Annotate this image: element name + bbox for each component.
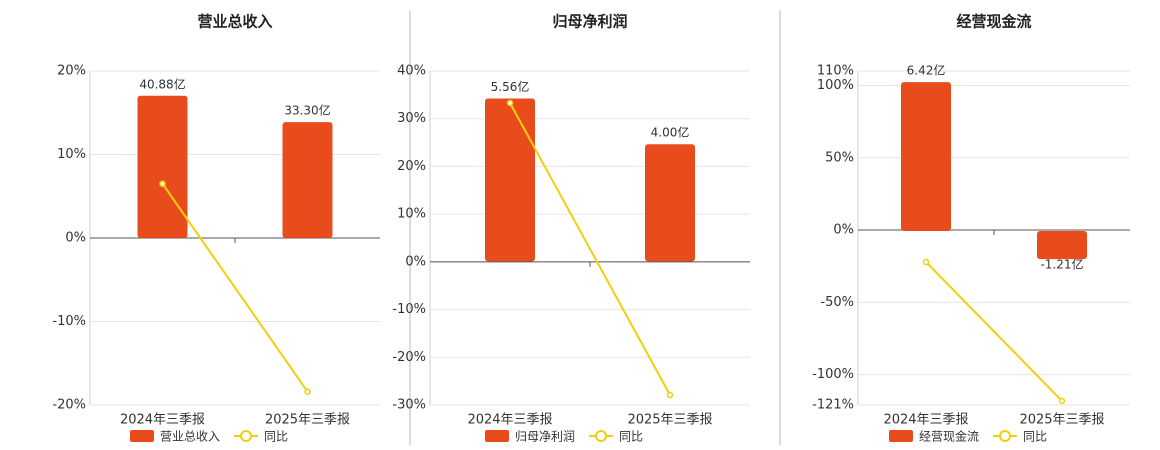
value-label: 6.42亿 (907, 63, 946, 78)
line-point (1058, 397, 1066, 405)
y-tick-label: 110% (817, 64, 854, 79)
legend-label: 归母净利润 (515, 430, 575, 444)
y-tick-label: 30% (397, 111, 426, 126)
line (509, 102, 671, 396)
chart-panel: 经营现金流 110%100% 50% 0% -50% -100% -121% 2024年三季报… (812, 13, 1130, 444)
y-tick-label: 20% (57, 64, 86, 79)
value-label: 4.00亿 (651, 125, 690, 140)
y-tick-label: 10% (397, 207, 426, 222)
x-tick-label: 2024年三季报 (120, 413, 205, 428)
x-tick-label: 2025年三季报 (265, 413, 350, 428)
legend-label: 同比 (619, 430, 643, 444)
chart-panel: 归母净利润 40% 30% 20% 10% 0% -10% -20% -30% 2024年三季报 2… (392, 13, 750, 444)
bar (1037, 231, 1087, 260)
legend-swatch (889, 430, 913, 442)
y-tick-label: 0% (405, 254, 426, 269)
y-tick-label: 0% (833, 223, 854, 238)
legend-swatch (130, 430, 154, 442)
line-point (159, 180, 166, 187)
value-label: 5.56亿 (491, 79, 530, 94)
bar (645, 144, 695, 262)
x-tick-label: 2025年三季报 (1019, 413, 1104, 428)
line-point (506, 99, 514, 107)
y-tick-label: -10% (392, 302, 426, 317)
y-tick-label: 10% (57, 147, 86, 162)
chart-title: 归母净利润 (552, 13, 627, 31)
line-point (922, 258, 930, 266)
x-tick-label: 2024年三季报 (883, 413, 968, 428)
value-label: 33.30亿 (284, 103, 330, 118)
legend-swatch (485, 430, 509, 442)
y-tick-label: 0% (65, 231, 86, 246)
y-tick-label: 40% (397, 64, 426, 79)
value-label: 40.88亿 (139, 76, 185, 91)
y-tick-label: 50% (825, 150, 854, 165)
legend-label: 营业总收入 (160, 430, 220, 444)
bar (137, 95, 188, 238)
y-tick-label: -30% (392, 398, 426, 413)
y-tick-label: -20% (52, 398, 86, 413)
legend-label: 同比 (264, 430, 288, 444)
y-tick-label: -100% (812, 367, 854, 382)
y-tick-label: -50% (820, 295, 854, 310)
y-tick-label: -121% (812, 398, 854, 413)
bar (901, 82, 951, 232)
y-tick-label: -10% (52, 314, 86, 329)
legend-swatch (240, 430, 253, 442)
chart-panel: 营业总收入 20% 10% 0% -10% -20% 2024年三季报 2025年三季报 40.… (52, 13, 380, 444)
chart-title: 经营现金流 (956, 13, 1031, 31)
legend-label: 同比 (1023, 430, 1047, 444)
legend-swatch (999, 430, 1012, 442)
line (161, 183, 309, 393)
y-tick-label: 100% (817, 78, 854, 93)
line (925, 261, 1063, 402)
legend-swatch (595, 430, 608, 442)
chart-title: 营业总收入 (197, 13, 272, 31)
value-label: -1.21亿 (1040, 257, 1083, 272)
x-tick-label: 2024年三季报 (467, 413, 552, 428)
legend-label: 经营现金流 (919, 429, 979, 444)
line-point (666, 391, 674, 399)
line-point (304, 388, 311, 395)
bar (485, 98, 535, 262)
bar (282, 122, 333, 238)
y-tick-label: -20% (392, 350, 426, 365)
x-tick-label: 2025年三季报 (627, 413, 712, 428)
y-tick-label: 20% (397, 159, 426, 174)
